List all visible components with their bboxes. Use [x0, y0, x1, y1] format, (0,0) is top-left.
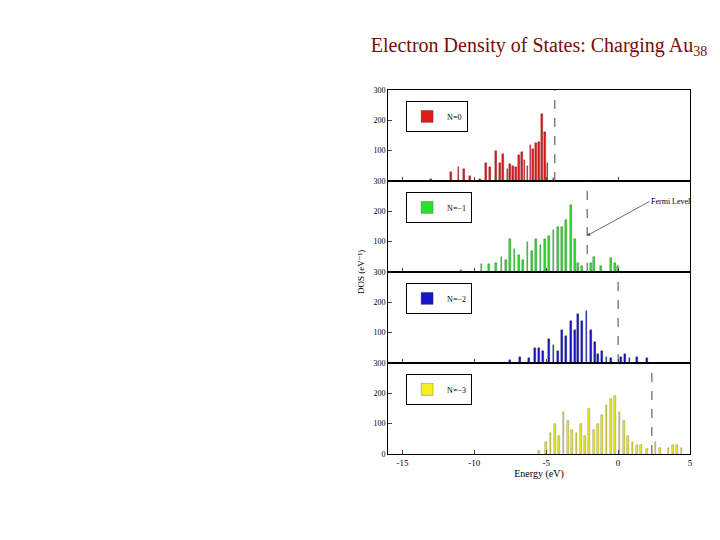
svg-text:100: 100 [373, 146, 385, 155]
svg-text:N=−3: N=−3 [447, 386, 466, 395]
svg-text:200: 200 [373, 116, 385, 125]
svg-text:Electron Density of States: Ch: Electron Density of States: Charging Au​… [371, 34, 707, 59]
svg-text:100: 100 [373, 237, 385, 246]
svg-text:200: 200 [373, 298, 385, 307]
svg-text:300: 300 [373, 359, 385, 368]
svg-text:Fermi Level: Fermi Level [651, 197, 691, 206]
svg-text:N=0: N=0 [447, 113, 461, 122]
svg-text:300: 300 [373, 86, 385, 95]
svg-text:5: 5 [688, 458, 693, 468]
svg-text:N=−2: N=−2 [447, 295, 466, 304]
svg-text:0: 0 [381, 450, 385, 459]
svg-text:200: 200 [373, 207, 385, 216]
svg-text:DOS (eV⁻¹): DOS (eV⁻¹) [356, 250, 366, 294]
svg-text:100: 100 [373, 328, 385, 337]
svg-text:N=−1: N=−1 [447, 204, 466, 213]
svg-text:-5: -5 [542, 458, 550, 468]
svg-text:200: 200 [373, 389, 385, 398]
svg-text:0: 0 [616, 458, 621, 468]
svg-text:Energy (eV): Energy (eV) [514, 468, 564, 480]
svg-text:-15: -15 [396, 458, 408, 468]
svg-text:300: 300 [373, 268, 385, 277]
svg-text:300: 300 [373, 177, 385, 186]
svg-text:100: 100 [373, 419, 385, 428]
svg-text:-10: -10 [468, 458, 480, 468]
